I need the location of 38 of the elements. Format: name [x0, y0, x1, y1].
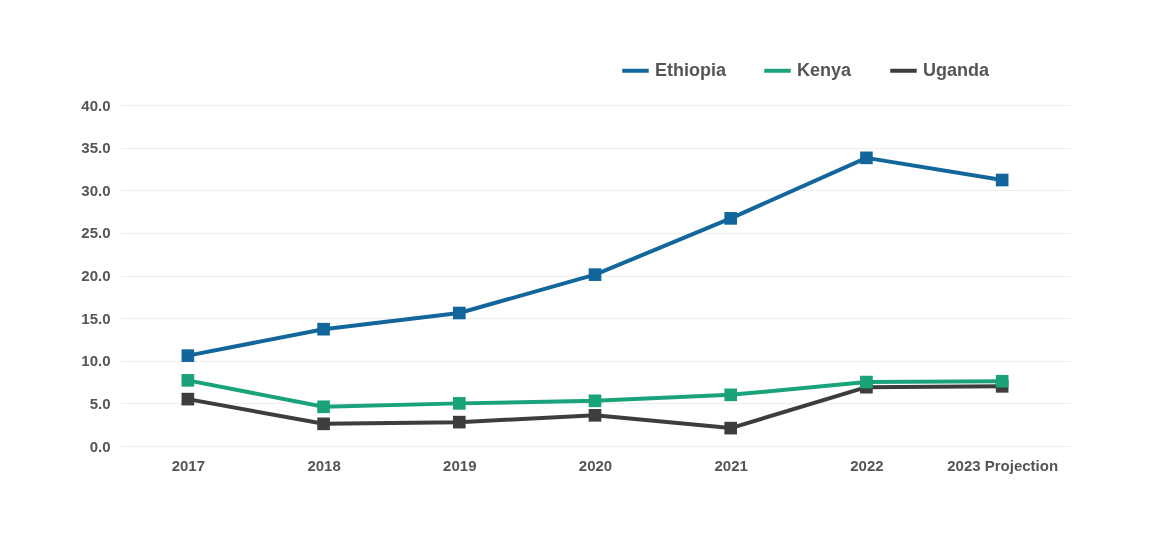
point — [995, 173, 1009, 187]
point — [181, 349, 195, 362]
point — [588, 408, 602, 422]
legend-label: Ethiopia — [655, 59, 727, 80]
y-tick-label: 40.0 — [81, 96, 111, 114]
y-tick-label: 15.0 — [81, 309, 111, 327]
x-tick-label: 2022 — [850, 456, 884, 474]
x-tick-label: 2023 Projection — [947, 456, 1059, 474]
point — [588, 394, 602, 408]
y-tick-label: 30.0 — [81, 181, 111, 199]
point — [317, 322, 330, 336]
point — [452, 415, 466, 429]
y-tick-label: 25.0 — [81, 224, 111, 242]
x-tick-label: 2018 — [307, 456, 341, 474]
y-tick-label: 5.0 — [89, 394, 111, 412]
point — [995, 374, 1009, 388]
x-tick-label: 2020 — [578, 456, 613, 474]
point — [452, 397, 466, 410]
legend-label: Uganda — [923, 59, 990, 80]
x-tick-label: 2021 — [714, 456, 748, 474]
point — [724, 421, 738, 435]
y-tick-label: 20.0 — [81, 267, 111, 284]
point — [860, 151, 873, 165]
legend-label: Kenya — [797, 59, 853, 80]
point — [724, 212, 738, 225]
x-tick-label: 2017 — [171, 456, 206, 474]
point — [317, 400, 330, 414]
y-tick-label: 35.0 — [81, 139, 111, 157]
point — [724, 388, 738, 402]
x-tick-label: 2019 — [443, 456, 477, 474]
y-tick-label: 0.0 — [89, 437, 111, 455]
point — [588, 268, 602, 281]
point — [452, 306, 466, 320]
point — [181, 392, 195, 406]
point — [860, 375, 873, 389]
point — [181, 374, 195, 387]
y-tick-label: 10.0 — [81, 352, 111, 370]
point — [317, 417, 330, 431]
